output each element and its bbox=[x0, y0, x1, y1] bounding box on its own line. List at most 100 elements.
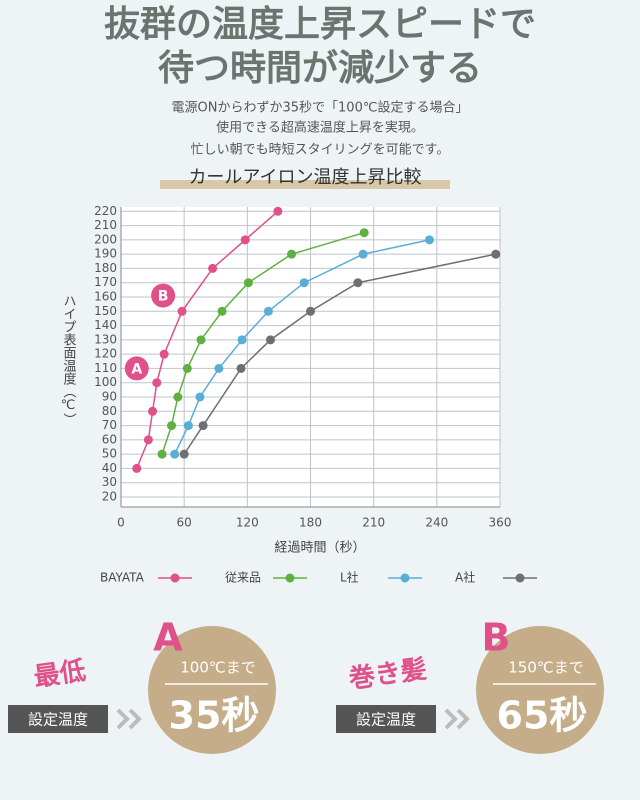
y-tick-label: 130 bbox=[94, 332, 117, 346]
x-tick-label: 60 bbox=[177, 516, 192, 530]
x-tick-label: 360 bbox=[489, 516, 512, 530]
data-point bbox=[132, 463, 142, 473]
data-point bbox=[358, 249, 368, 259]
y-tick-label: 190 bbox=[94, 247, 117, 261]
data-point bbox=[424, 235, 434, 245]
data-point bbox=[177, 306, 187, 316]
y-tick-label: 200 bbox=[94, 232, 117, 246]
y-axis-label: ハイプ表面温度（℃） bbox=[61, 294, 77, 426]
description: 使用できる超高速温度上昇を実現。 bbox=[216, 120, 424, 136]
badge-target: 100℃まで bbox=[180, 659, 255, 677]
y-tick-label: 40 bbox=[102, 461, 117, 475]
y-tick-label: 80 bbox=[102, 404, 117, 418]
annotation: B bbox=[158, 289, 169, 305]
chart-title: カールアイロン温度上昇比較 bbox=[188, 167, 421, 188]
legend-label: BAYATA bbox=[100, 571, 145, 585]
badge-circle bbox=[476, 626, 604, 754]
y-tick-label: 90 bbox=[102, 390, 117, 404]
y-tick-label: 110 bbox=[94, 361, 117, 375]
data-point bbox=[287, 249, 297, 259]
data-point bbox=[491, 249, 501, 259]
data-point bbox=[196, 335, 206, 345]
x-tick-label: 240 bbox=[425, 516, 448, 530]
y-tick-label: 60 bbox=[102, 432, 117, 446]
badge-time: 65秒 bbox=[497, 694, 588, 738]
legend-label: 従来品 bbox=[225, 571, 261, 585]
data-point bbox=[167, 421, 177, 431]
x-tick-label: 210 bbox=[362, 516, 385, 530]
label-box bbox=[336, 705, 436, 733]
chevrons bbox=[116, 708, 142, 730]
y-tick-label: 50 bbox=[102, 447, 117, 461]
data-point bbox=[143, 435, 153, 445]
y-tick-label: 170 bbox=[94, 275, 117, 289]
y-tick-label: 220 bbox=[94, 204, 117, 218]
annotation-badge bbox=[151, 283, 176, 308]
legend-marker bbox=[400, 573, 410, 583]
badge-time: 35秒 bbox=[169, 694, 260, 738]
badge-target: 150℃まで bbox=[508, 659, 583, 677]
label-box bbox=[8, 705, 108, 733]
data-point bbox=[359, 228, 369, 238]
data-point bbox=[273, 206, 283, 216]
description: 電源ONからわずか35秒で「100℃設定する場合」 bbox=[172, 100, 469, 116]
data-point bbox=[265, 335, 275, 345]
data-point bbox=[217, 306, 227, 316]
badge-circle bbox=[148, 626, 276, 754]
data-point bbox=[353, 278, 363, 288]
data-point bbox=[159, 349, 169, 359]
legend-label: L社 bbox=[340, 570, 359, 585]
x-axis-label: 経過時間（秒） bbox=[274, 541, 365, 556]
data-point bbox=[152, 378, 162, 388]
data-point bbox=[179, 449, 189, 459]
data-point bbox=[243, 278, 253, 288]
title-highlight bbox=[160, 180, 450, 189]
legend-marker bbox=[515, 573, 525, 583]
data-point bbox=[263, 306, 273, 316]
data-point bbox=[170, 449, 180, 459]
badge-letter: B bbox=[482, 616, 511, 660]
badge-label: 設定温度 bbox=[28, 711, 88, 729]
data-point bbox=[299, 278, 309, 288]
description: 忙しい朝でも時短スタイリングを可能です。 bbox=[191, 143, 450, 158]
data-point bbox=[148, 406, 158, 416]
data-point bbox=[306, 306, 315, 316]
data-point bbox=[195, 392, 205, 402]
x-tick-label: 0 bbox=[117, 516, 125, 530]
data-point bbox=[173, 392, 183, 402]
legend-marker bbox=[170, 573, 180, 583]
badge-letter: A bbox=[153, 616, 183, 660]
data-point bbox=[208, 263, 218, 273]
data-point bbox=[214, 363, 224, 373]
legend-label: A社 bbox=[455, 570, 475, 585]
data-point bbox=[198, 421, 208, 431]
y-tick-label: 180 bbox=[94, 261, 117, 275]
data-point bbox=[236, 363, 246, 373]
title: 待つ時間が減少する bbox=[158, 48, 482, 89]
chevrons bbox=[444, 708, 470, 730]
y-tick-label: 160 bbox=[94, 290, 117, 304]
data-point bbox=[237, 335, 247, 345]
data-point bbox=[157, 449, 167, 459]
x-tick-label: 120 bbox=[236, 516, 259, 530]
y-tick-label: 70 bbox=[102, 418, 117, 432]
y-tick-label: 20 bbox=[102, 490, 117, 504]
y-tick-label: 210 bbox=[94, 218, 117, 232]
data-point bbox=[240, 235, 250, 245]
x-tick-label: 180 bbox=[299, 516, 322, 530]
annotation-badge bbox=[124, 356, 149, 381]
badge-label: 設定温度 bbox=[356, 711, 416, 729]
annotation: A bbox=[131, 361, 142, 377]
y-tick-label: 140 bbox=[94, 318, 117, 332]
y-tick-label: 100 bbox=[94, 375, 117, 389]
y-tick-label: 30 bbox=[102, 475, 117, 489]
data-point bbox=[183, 421, 193, 431]
data-point bbox=[182, 363, 192, 373]
legend-marker bbox=[285, 573, 295, 583]
y-tick-label: 120 bbox=[94, 347, 117, 361]
badge-tag: 最低 bbox=[32, 656, 88, 693]
title: 抜群の温度上昇スピードで bbox=[104, 4, 536, 45]
